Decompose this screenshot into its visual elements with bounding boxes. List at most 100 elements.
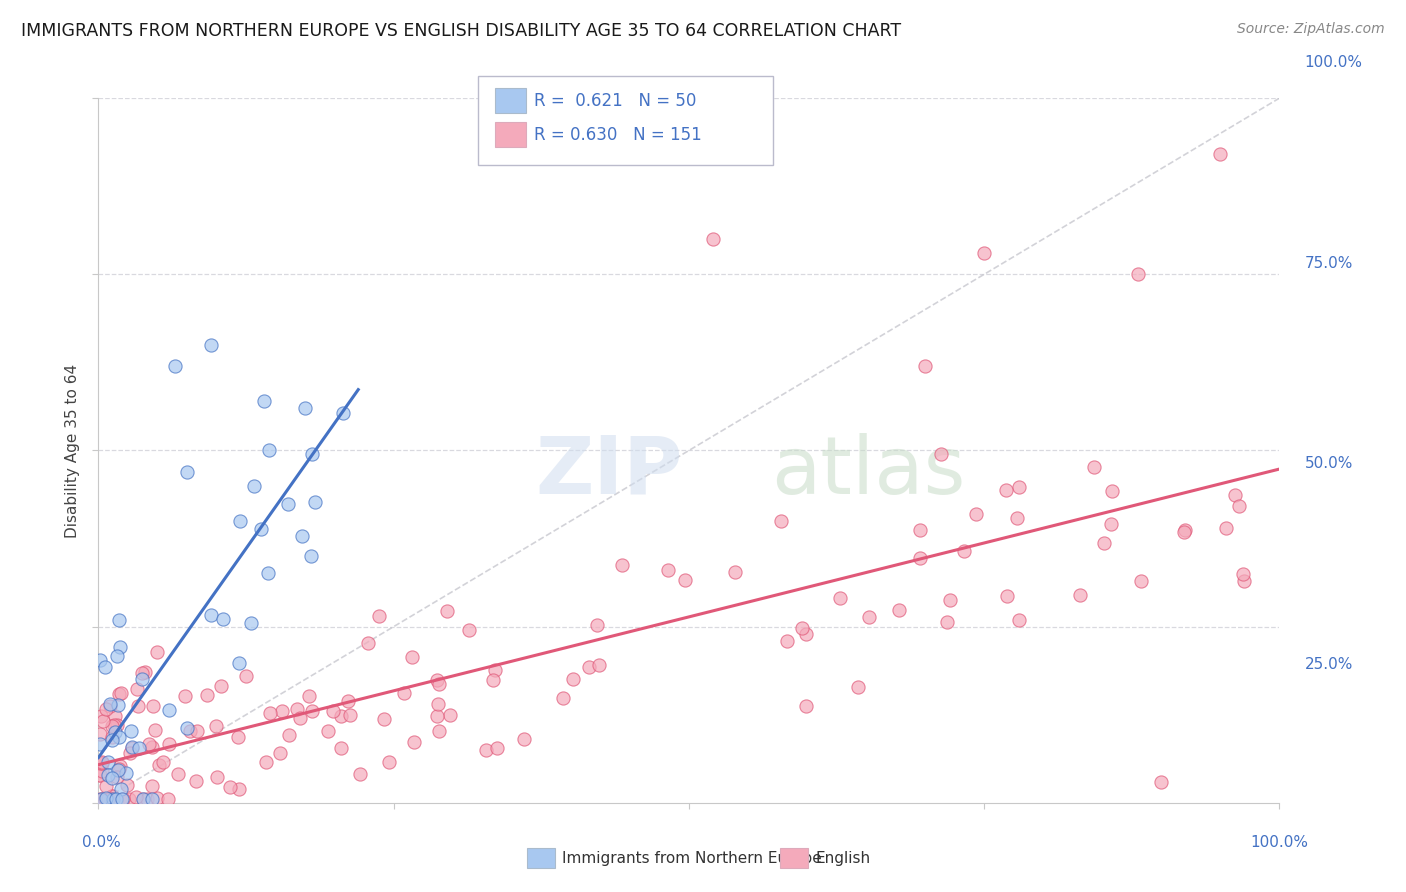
Point	[101, 718, 124, 732]
Point	[828, 591, 851, 605]
Point	[157, 703, 180, 717]
Point	[299, 549, 322, 564]
Point	[578, 660, 600, 674]
Point	[90, 709, 112, 723]
Point	[288, 710, 311, 724]
Point	[111, 792, 134, 806]
Point	[205, 770, 228, 784]
Text: atlas: atlas	[772, 433, 966, 510]
Point	[94, 791, 117, 805]
Point	[377, 755, 399, 769]
Text: IMMIGRANTS FROM NORTHERN EUROPE VS ENGLISH DISABILITY AGE 35 TO 64 CORRELATION C: IMMIGRANTS FROM NORTHERN EUROPE VS ENGLI…	[21, 22, 901, 40]
Point	[298, 689, 321, 703]
Point	[588, 658, 610, 673]
Point	[439, 707, 461, 722]
Point	[211, 612, 233, 626]
Point	[1083, 460, 1105, 475]
Point	[1129, 574, 1152, 588]
Point	[404, 735, 426, 749]
Point	[269, 746, 291, 760]
Point	[794, 627, 817, 641]
Point	[146, 790, 169, 805]
Point	[205, 719, 228, 733]
Point	[254, 755, 277, 769]
Point	[90, 792, 112, 806]
Point	[91, 792, 114, 806]
Point	[200, 337, 222, 351]
Point	[108, 762, 131, 776]
Text: 50.0%: 50.0%	[1305, 457, 1353, 471]
Text: R =  0.621   N = 50: R = 0.621 N = 50	[534, 92, 696, 110]
Point	[146, 644, 169, 658]
Point	[1007, 613, 1029, 627]
Point	[186, 774, 208, 789]
Point	[425, 709, 447, 723]
Point	[794, 698, 817, 713]
Point	[513, 731, 536, 746]
Point	[995, 590, 1018, 604]
Point	[724, 565, 747, 579]
Point	[322, 704, 344, 718]
Point	[889, 603, 911, 617]
Point	[1101, 483, 1123, 498]
Point	[100, 789, 122, 803]
Point	[458, 624, 481, 638]
Point	[120, 724, 142, 739]
Point	[134, 665, 156, 680]
Point	[101, 789, 124, 803]
Point	[330, 709, 353, 723]
Point	[1215, 521, 1237, 535]
Point	[108, 730, 131, 744]
Point	[90, 756, 112, 771]
Point	[427, 677, 450, 691]
Point	[1069, 588, 1091, 602]
Point	[316, 723, 339, 738]
Point	[138, 738, 160, 752]
Point	[243, 479, 266, 493]
Point	[100, 730, 122, 744]
Point	[551, 690, 574, 705]
Point	[110, 781, 132, 796]
Point	[100, 792, 122, 806]
Point	[131, 672, 153, 686]
Point	[89, 768, 111, 782]
Point	[329, 741, 352, 756]
Point	[118, 792, 141, 806]
Text: 25.0%: 25.0%	[1305, 657, 1353, 672]
Point	[114, 766, 136, 780]
Point	[141, 779, 163, 793]
Point	[240, 615, 263, 630]
Point	[121, 740, 143, 755]
Point	[228, 782, 250, 797]
Point	[1174, 523, 1197, 537]
Point	[368, 608, 391, 623]
Point	[1232, 567, 1254, 582]
Point	[846, 680, 869, 694]
Point	[101, 771, 124, 785]
Point	[229, 514, 252, 528]
Point	[128, 740, 150, 755]
Point	[107, 764, 129, 778]
Point	[125, 790, 148, 805]
Point	[586, 618, 609, 632]
Point	[426, 673, 449, 688]
Point	[105, 718, 128, 732]
Point	[973, 246, 995, 260]
Point	[790, 622, 813, 636]
Point	[301, 705, 323, 719]
Point	[908, 551, 931, 566]
Point	[277, 728, 299, 742]
Point	[97, 768, 120, 782]
Point	[98, 698, 121, 713]
Point	[105, 648, 128, 663]
Text: ZIP: ZIP	[536, 433, 683, 510]
Point	[1233, 574, 1256, 588]
Point	[304, 495, 326, 509]
Point	[1209, 147, 1232, 161]
Point	[1227, 500, 1250, 514]
Point	[131, 666, 153, 681]
Point	[107, 687, 129, 701]
Point	[105, 792, 128, 806]
Point	[165, 359, 187, 373]
Text: Source: ZipAtlas.com: Source: ZipAtlas.com	[1237, 22, 1385, 37]
